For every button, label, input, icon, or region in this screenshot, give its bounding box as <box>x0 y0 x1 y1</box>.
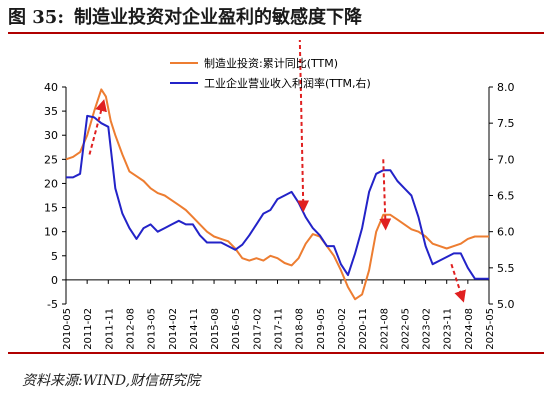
right-tick-label: 6.0 <box>497 226 515 239</box>
left-tick-label: 40 <box>44 81 58 94</box>
right-tick-label: 6.5 <box>497 190 515 203</box>
x-tick-label: 2021-08 <box>379 308 390 350</box>
x-tick-label: 2011-02 <box>83 308 94 350</box>
x-tick-label: 2013-05 <box>147 308 158 350</box>
manufacturing-investment-line <box>65 88 489 301</box>
trend-arrow <box>450 263 466 303</box>
x-tick-label: 2012-08 <box>125 308 136 350</box>
x-tick-label: 2023-02 <box>422 308 433 350</box>
x-tick-label: 2011-11 <box>104 308 115 350</box>
right-tick-label: 5.5 <box>497 262 515 275</box>
source-divider <box>8 352 544 354</box>
left-y-axis: -5 0 5 10 15 20 25 30 35 40 <box>44 81 67 311</box>
trend-arrow <box>88 99 107 155</box>
left-tick-label: 35 <box>44 105 58 118</box>
profit-margin-line <box>66 114 489 280</box>
right-y-axis: 5.0 5.5 6.0 6.5 7.0 7.5 8.0 <box>488 81 515 311</box>
right-tick-label: 7.5 <box>497 117 515 130</box>
x-tick-label: 2024-08 <box>464 308 475 350</box>
left-tick-label: 25 <box>44 153 58 166</box>
legend-label-profit: 工业企业营业收入利润率(TTM,右) <box>204 76 371 90</box>
figure-title: 图 35: 制造业投资对企业盈利的敏感度下降 <box>8 6 544 34</box>
left-tick-label: 10 <box>44 226 58 239</box>
left-tick-label: -5 <box>47 298 58 311</box>
right-tick-label: 5.0 <box>497 298 515 311</box>
x-tick-label: 2010-05 <box>62 308 73 350</box>
x-tick-label: 2018-08 <box>295 308 306 350</box>
left-tick-label: 0 <box>51 274 58 287</box>
figure-title-text: 制造业投资对企业盈利的敏感度下降 <box>73 7 362 28</box>
left-tick-label: 20 <box>44 177 58 190</box>
x-tick-label: 2020-11 <box>358 308 369 350</box>
x-tick-label: 2014-11 <box>189 308 200 350</box>
x-tick-label: 2017-11 <box>274 308 285 350</box>
legend-label-manufacturing: 制造业投资:累计同比(TTM) <box>204 56 338 70</box>
x-tick-label: 2014-02 <box>168 308 179 350</box>
right-tick-label: 7.0 <box>497 153 515 166</box>
left-tick-label: 15 <box>44 202 58 215</box>
x-tick-label: 2019-05 <box>316 308 327 350</box>
x-axis: 2010-05 2011-02 2011-11 2012-08 2013-05 2014-… <box>62 279 496 350</box>
series-lines <box>65 88 489 301</box>
x-tick-label: 2023-11 <box>443 308 454 350</box>
x-tick-label: 2025-05 <box>485 308 496 350</box>
x-tick-label: 2015-08 <box>210 308 221 350</box>
line-chart: -5 0 5 10 15 20 25 30 35 40 5.0 5.5 6.0 6.5 7.0 7.5 8.0… <box>44 40 515 350</box>
left-tick-label: 30 <box>44 129 58 142</box>
legend: 制造业投资:累计同比(TTM) 工业企业营业收入利润率(TTM,右) <box>170 56 371 90</box>
x-tick-label: 2016-05 <box>231 308 242 350</box>
trend-arrows <box>88 40 466 303</box>
source-note: 资料来源:WIND,财信研究院 <box>22 373 201 389</box>
figure-number: 图 35: <box>8 7 64 28</box>
x-tick-label: 2017-02 <box>252 308 263 350</box>
right-tick-label: 8.0 <box>497 81 515 94</box>
trend-arrow <box>379 159 392 231</box>
left-tick-label: 5 <box>51 250 58 263</box>
trend-arrow <box>297 40 310 213</box>
x-tick-label: 2020-02 <box>337 308 348 350</box>
x-tick-label: 2022-05 <box>400 308 411 350</box>
